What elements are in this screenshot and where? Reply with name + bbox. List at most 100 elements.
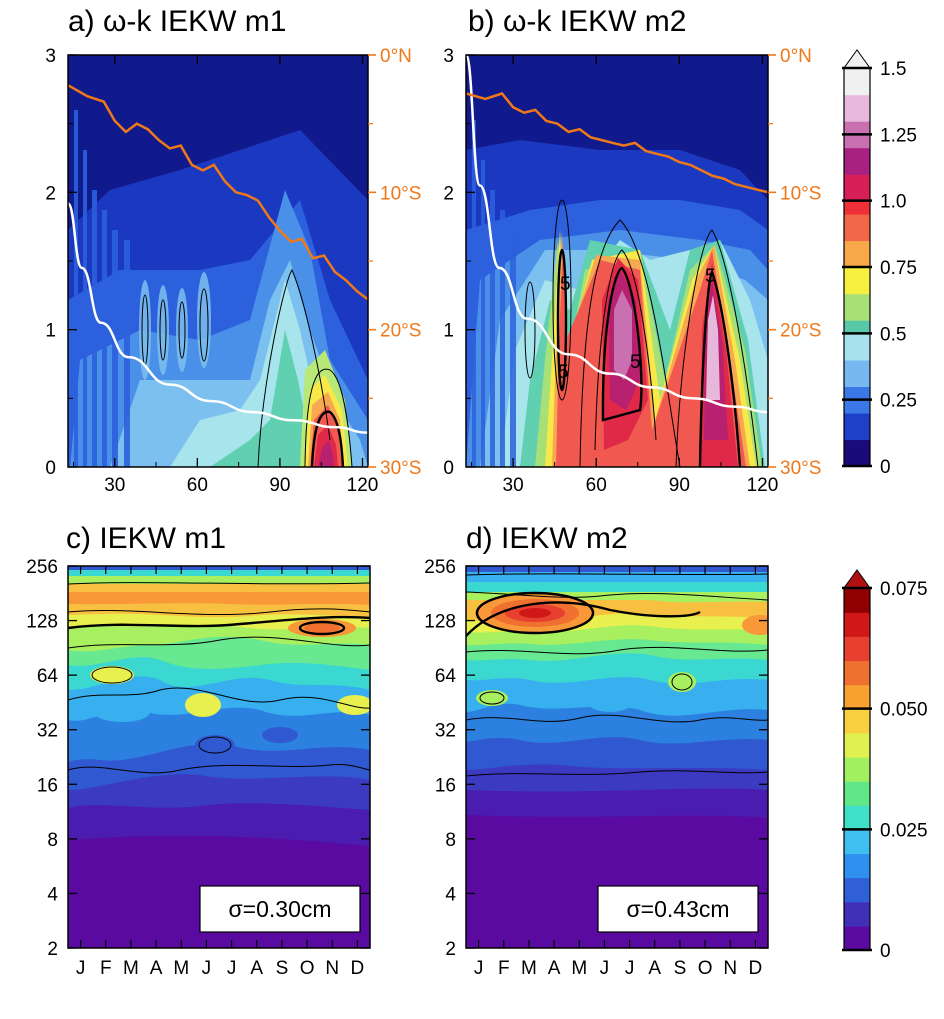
colorbar-swatch xyxy=(844,280,870,295)
colorbar-swatch xyxy=(844,267,870,281)
panel-d-month-label: A xyxy=(648,958,661,979)
panel-b: b) ω-k IEKW m2 xyxy=(443,5,821,496)
panel-c-month-label: M xyxy=(123,958,139,979)
colorbar-swatch xyxy=(844,684,870,698)
colorbar-swatch xyxy=(844,588,870,601)
colorbar-swatch xyxy=(844,94,870,109)
panel-c-ytick-label: 2 xyxy=(47,939,58,960)
panel-d-ytick-label: 128 xyxy=(424,612,456,633)
colorbar-extend-triangle xyxy=(843,49,871,69)
panel-c: c) IEKW m1 xyxy=(26,522,371,979)
colorbar-swatch xyxy=(844,359,870,374)
panel-b-right-tick-label: 0°N xyxy=(780,46,812,67)
panel-b-title: b) ω-k IEKW m2 xyxy=(468,5,686,38)
panel-b-contour-label: 5 xyxy=(558,362,569,383)
panel-d-month-label: M xyxy=(571,958,587,979)
panel-a-white-curve xyxy=(68,202,368,434)
colorbar-swatch xyxy=(844,660,870,674)
panel-b-contour-label: 5 xyxy=(630,352,641,373)
colorbar-swatch xyxy=(844,412,870,427)
colorbar-swatch xyxy=(844,452,870,467)
panel-d-field: σ=0.43cm xyxy=(466,566,768,948)
panel-d-month-label: J xyxy=(474,958,484,979)
colorbar-swatch xyxy=(844,121,870,135)
colorbar-swatch xyxy=(844,889,870,903)
colorbar-swatch xyxy=(844,293,870,308)
panel-a-title: a) ω-k IEKW m1 xyxy=(68,5,286,38)
colorbar-swatch xyxy=(844,200,870,215)
panel-d-month-label: N xyxy=(723,958,737,979)
colorbar-swatch xyxy=(844,160,870,175)
panel-b-field: 5 5 5 5 xyxy=(466,55,768,467)
colorbar-label: 0.25 xyxy=(880,391,917,412)
panel-d-month-label: S xyxy=(674,958,687,979)
panel-a-field xyxy=(68,55,368,467)
colorbar-swatch xyxy=(844,306,870,321)
colorbar-swatch xyxy=(844,672,870,686)
panel-d-sigma-label: σ=0.43cm xyxy=(626,896,729,922)
colorbar-extend-triangle xyxy=(843,569,871,589)
panel-a-ytick-label: 3 xyxy=(45,46,56,67)
colorbar-swatch xyxy=(844,346,870,361)
colorbar-swatch xyxy=(844,781,870,794)
panel-c-month-label: O xyxy=(300,958,315,979)
panel-c-month-label: F xyxy=(100,958,112,979)
panel-b-orange-curve xyxy=(466,92,768,194)
colorbar-swatch xyxy=(844,829,870,842)
panel-c-ytick-label: 4 xyxy=(47,884,58,905)
panel-a-ytick-label: 0 xyxy=(45,458,56,479)
panel-d-month-label: O xyxy=(698,958,713,979)
colorbar-label: 0 xyxy=(880,457,891,478)
panel-b-right-tick-label: 10°S xyxy=(780,183,821,204)
panel-b-contour-label: 5 xyxy=(705,266,716,287)
colorbar-swatch xyxy=(844,624,870,637)
colorbar-label: 0.5 xyxy=(880,324,906,345)
panel-a-xtick-label: 90 xyxy=(269,475,290,496)
colorbar-swatch xyxy=(844,134,870,149)
panel-c-month-label: J xyxy=(202,958,212,979)
colorbar-swatch xyxy=(844,841,870,855)
colorbar-label: 0.025 xyxy=(880,820,928,841)
panel-c-month-label: M xyxy=(173,958,189,979)
panel-d-ytick-label: 64 xyxy=(435,666,457,687)
panel-d-month-label: J xyxy=(625,958,635,979)
panel-a-xtick-label: 30 xyxy=(104,475,125,496)
colorbar-swatch xyxy=(844,612,870,625)
panel-d-month-label: D xyxy=(749,958,763,979)
panel-c-ytick-label: 64 xyxy=(37,666,59,687)
panel-c-sigma-label: σ=0.30cm xyxy=(228,896,331,922)
colorbar-swatch xyxy=(844,732,870,746)
panel-d-frame xyxy=(465,565,769,949)
colorbar-swatch xyxy=(844,68,870,82)
panel-d-ytick-label: 2 xyxy=(445,939,456,960)
panel-d-ytick-label: 256 xyxy=(424,557,456,578)
colorbar-swatch xyxy=(844,439,870,454)
colorbar-swatch xyxy=(844,373,870,387)
colorbar-swatch xyxy=(844,756,870,770)
panel-a-xtick-label: 120 xyxy=(347,475,379,496)
panel-d-sigma-box xyxy=(597,885,759,933)
colorbar-swatch xyxy=(844,901,870,915)
colorbar-swatch xyxy=(844,853,870,867)
colorbar-label: 0 xyxy=(880,941,891,962)
colorbar-swatch xyxy=(844,877,870,891)
colorbar-label: 0.75 xyxy=(880,258,917,279)
panel-b-ytick-label: 3 xyxy=(443,46,454,67)
colorbar-swatch xyxy=(844,708,870,722)
colorbar-swatch xyxy=(844,648,870,661)
panel-c-sigma-box xyxy=(199,885,361,933)
colorbar-swatch xyxy=(844,793,870,806)
colorbar-swatch xyxy=(844,937,870,951)
panel-b-right-tick-label: 20°S xyxy=(780,321,821,342)
panel-b-xtick-label: 60 xyxy=(586,475,607,496)
panel-c-month-label: J xyxy=(76,958,86,979)
panel-a-right-tick-label: 20°S xyxy=(380,321,421,342)
panel-c-frame xyxy=(67,565,371,949)
panel-b-xtick-label: 90 xyxy=(669,475,690,496)
panel-d-ytick-label: 4 xyxy=(445,884,456,905)
colorbar-swatch xyxy=(844,913,870,927)
panel-d-ytick-label: 32 xyxy=(435,721,456,742)
panel-b-xtick-label: 30 xyxy=(503,475,524,496)
colorbar-label: 1.25 xyxy=(880,125,917,146)
